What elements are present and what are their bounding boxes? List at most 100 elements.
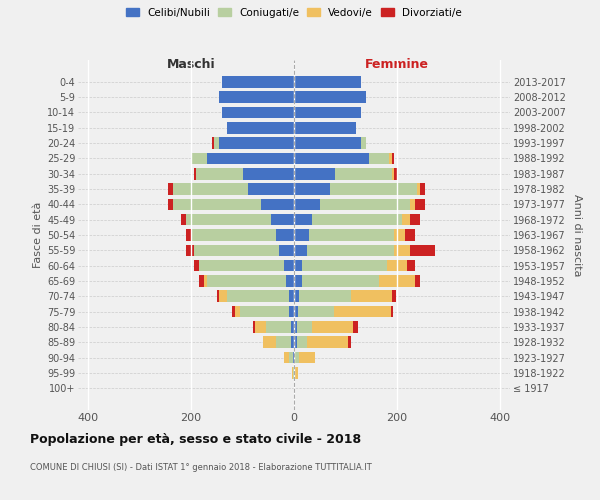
Bar	[299, 352, 314, 364]
Bar	[361, 137, 366, 149]
Bar	[278, 244, 294, 256]
Bar	[310, 229, 394, 241]
Bar	[299, 290, 350, 302]
Bar	[294, 321, 296, 333]
Bar	[294, 275, 302, 287]
Bar	[295, 367, 298, 379]
Bar	[276, 336, 292, 348]
Bar	[302, 275, 379, 287]
Bar	[294, 76, 361, 88]
Bar	[415, 275, 420, 287]
Bar	[204, 275, 206, 287]
Bar	[410, 214, 420, 226]
Bar	[294, 290, 299, 302]
Bar	[186, 229, 191, 241]
Text: Popolazione per età, sesso e stato civile - 2018: Popolazione per età, sesso e stato civil…	[30, 432, 361, 446]
Bar	[307, 244, 394, 256]
Bar	[173, 183, 248, 195]
Bar	[199, 275, 204, 287]
Bar	[293, 367, 294, 379]
Bar	[368, 152, 389, 164]
Bar	[394, 229, 404, 241]
Bar	[276, 229, 294, 241]
Bar	[353, 321, 358, 333]
Bar	[227, 122, 294, 134]
Bar	[391, 306, 393, 318]
Bar	[312, 214, 402, 226]
Bar	[298, 306, 334, 318]
Bar	[312, 321, 353, 333]
Bar	[293, 352, 294, 364]
Bar	[294, 152, 368, 164]
Bar	[392, 152, 394, 164]
Bar	[266, 321, 292, 333]
Bar	[410, 244, 436, 256]
Bar	[242, 168, 294, 179]
Y-axis label: Anni di nascita: Anni di nascita	[572, 194, 583, 276]
Bar	[294, 260, 302, 272]
Bar	[253, 321, 256, 333]
Bar	[295, 352, 299, 364]
Bar	[418, 183, 420, 195]
Bar	[222, 106, 294, 118]
Bar	[220, 91, 294, 103]
Bar	[168, 183, 173, 195]
Bar	[284, 352, 289, 364]
Bar	[199, 260, 284, 272]
Bar	[191, 152, 206, 164]
Bar	[292, 321, 294, 333]
Bar	[320, 198, 410, 210]
Bar	[294, 352, 295, 364]
Bar	[389, 152, 392, 164]
Bar	[212, 137, 214, 149]
Bar	[214, 137, 220, 149]
Bar	[256, 321, 266, 333]
Bar	[294, 168, 335, 179]
Bar	[260, 198, 294, 210]
Bar	[402, 214, 410, 226]
Bar	[296, 336, 307, 348]
Bar	[286, 275, 294, 287]
Bar	[196, 168, 242, 179]
Bar	[284, 260, 294, 272]
Bar	[410, 198, 415, 210]
Bar	[394, 244, 410, 256]
Bar	[294, 198, 320, 210]
Bar	[206, 275, 286, 287]
Bar	[191, 229, 276, 241]
Bar	[194, 260, 199, 272]
Bar	[392, 290, 396, 302]
Bar	[186, 244, 194, 256]
Bar	[220, 137, 294, 149]
Bar	[271, 214, 294, 226]
Bar	[240, 306, 289, 318]
Bar	[294, 214, 312, 226]
Bar	[294, 336, 296, 348]
Bar	[394, 168, 397, 179]
Bar	[220, 290, 227, 302]
Text: COMUNE DI CHIUSI (SI) - Dati ISTAT 1° gennaio 2018 - Elaborazione TUTTITALIA.IT: COMUNE DI CHIUSI (SI) - Dati ISTAT 1° ge…	[30, 463, 372, 472]
Bar	[294, 244, 307, 256]
Bar	[232, 306, 235, 318]
Bar	[235, 306, 240, 318]
Bar	[194, 244, 278, 256]
Bar	[335, 168, 392, 179]
Bar	[194, 168, 196, 179]
Bar	[350, 290, 392, 302]
Bar	[222, 76, 294, 88]
Bar	[206, 152, 294, 164]
Bar	[392, 168, 394, 179]
Bar	[289, 290, 294, 302]
Bar	[168, 198, 173, 210]
Bar	[294, 229, 310, 241]
Bar	[227, 290, 289, 302]
Bar	[330, 183, 418, 195]
Bar	[186, 214, 271, 226]
Bar	[379, 275, 415, 287]
Bar	[248, 183, 294, 195]
Bar	[173, 198, 260, 210]
Text: Maschi: Maschi	[167, 58, 215, 71]
Bar	[302, 260, 386, 272]
Bar	[289, 306, 294, 318]
Bar	[181, 214, 186, 226]
